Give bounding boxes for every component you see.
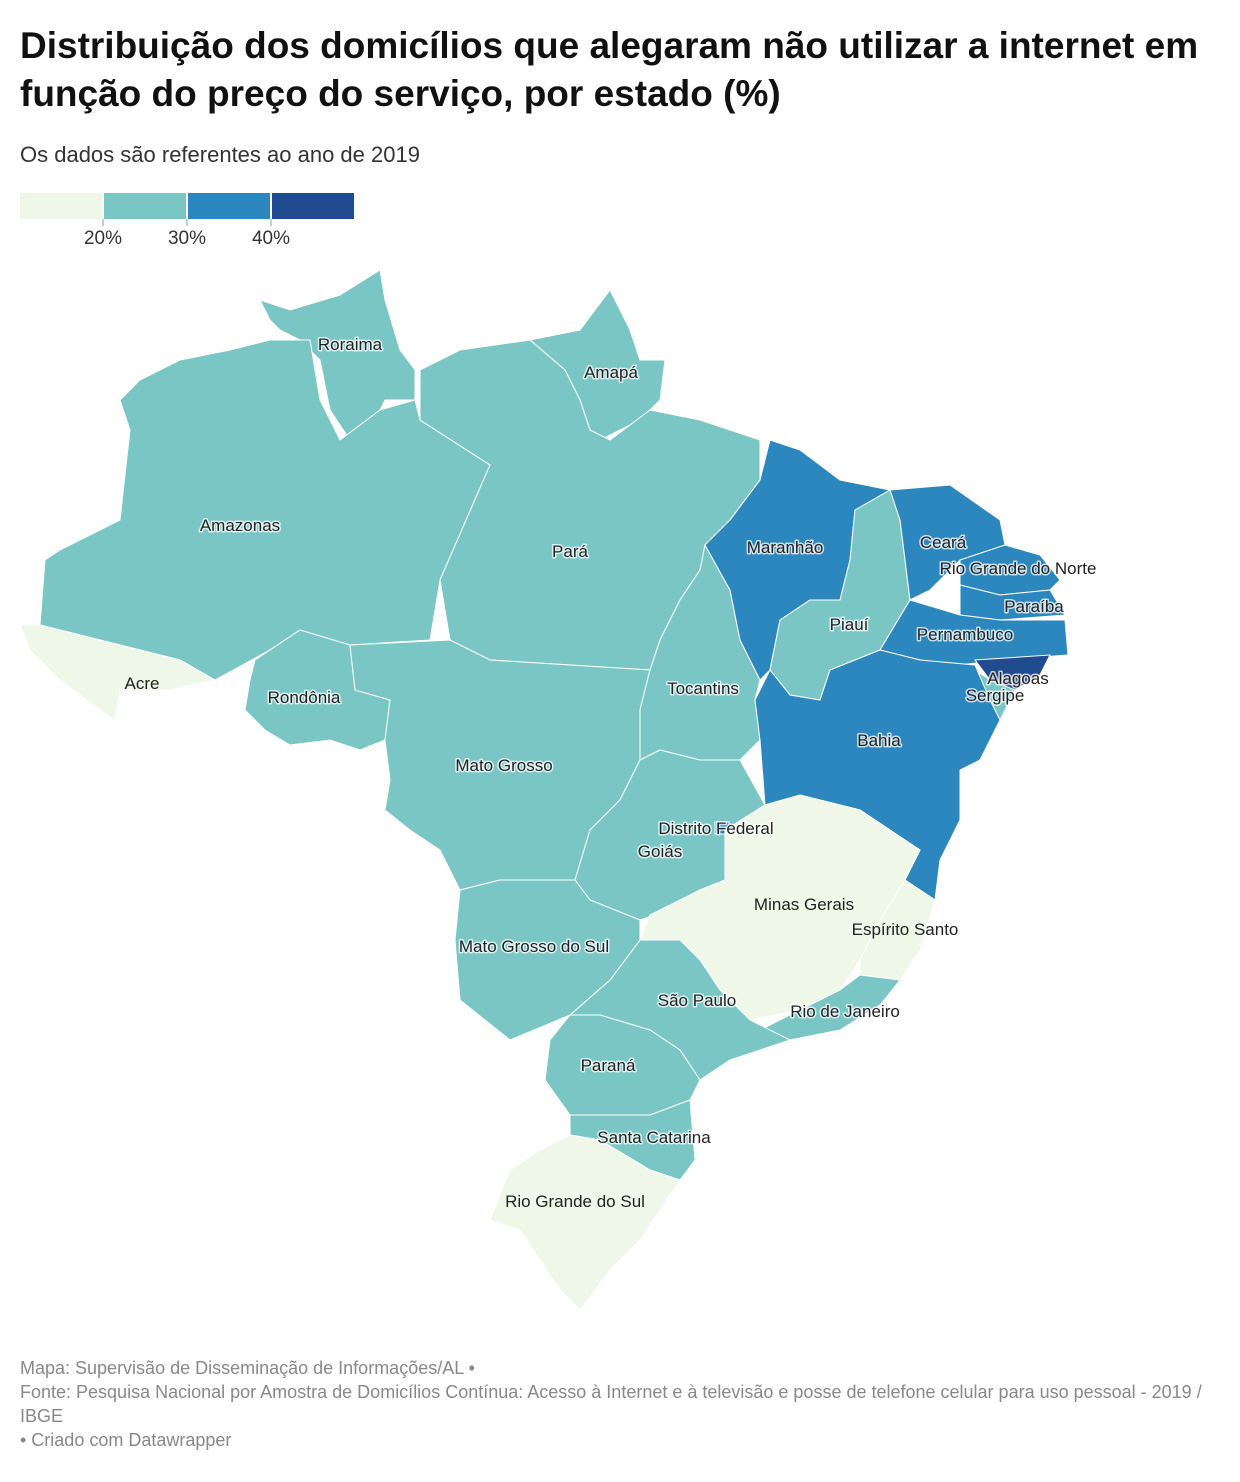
state-label: Minas Gerais	[754, 895, 854, 914]
legend-swatch	[188, 193, 270, 219]
subtitle: Os dados são referentes ao ano de 2019	[20, 142, 420, 167]
state	[454, 879, 641, 1041]
state	[489, 1134, 681, 1311]
legend-swatch	[20, 193, 102, 219]
state-label: Santa Catarina	[597, 1128, 711, 1147]
state-label: Pará	[552, 542, 588, 561]
state-label: Ceará	[920, 533, 967, 552]
footer: Mapa: Supervisão de Disseminação de Info…	[20, 1356, 1220, 1452]
state-label: Maranhão	[747, 538, 824, 557]
state	[259, 269, 416, 441]
legend-label: 30%	[168, 228, 206, 249]
state-label: Piauí	[830, 615, 869, 634]
credit: • Criado com Datawrapper	[20, 1430, 232, 1450]
state-label: Rio Grande do Sul	[505, 1192, 645, 1211]
state-label: Acre	[125, 674, 160, 693]
legend-swatch	[104, 193, 186, 219]
state-label: Amapá	[584, 363, 638, 382]
state-label: Paraíba	[1004, 597, 1064, 616]
legend-label: 20%	[84, 228, 122, 249]
state-label: Sergipe	[966, 686, 1025, 705]
state-label: Alagoas	[987, 669, 1048, 688]
state-label: Bahia	[857, 731, 901, 750]
legend-swatch	[272, 193, 354, 219]
state	[19, 624, 217, 721]
state-label: Amazonas	[200, 516, 280, 535]
title: Distribuição dos domicílios que alegaram…	[20, 25, 1199, 114]
state-label: Rio Grande do Norte	[940, 559, 1097, 578]
legend-label: 40%	[252, 228, 290, 249]
state-label: Rondônia	[268, 688, 341, 707]
state-label: Tocantins	[667, 679, 739, 698]
map-credit: Mapa: Supervisão de Disseminação de Info…	[20, 1358, 475, 1378]
source: Fonte: Pesquisa Nacional por Amostra de …	[20, 1382, 1202, 1426]
state-label: São Paulo	[658, 991, 736, 1010]
map: 20% 30% 40% Roraima Amapá Amazonas Acre Rondôni…	[19, 193, 1098, 1311]
state-label: Roraima	[318, 335, 383, 354]
state-label: Rio de Janeiro	[790, 1002, 900, 1021]
state-label: Pernambuco	[917, 625, 1013, 644]
state-label: Goiás	[638, 842, 682, 861]
state-label: Espírito Santo	[852, 920, 959, 939]
state-label: Paraná	[581, 1056, 636, 1075]
state-label: Distrito Federal	[658, 819, 773, 838]
state-label: Mato Grosso	[455, 756, 552, 775]
state-label: Mato Grosso do Sul	[459, 937, 609, 956]
